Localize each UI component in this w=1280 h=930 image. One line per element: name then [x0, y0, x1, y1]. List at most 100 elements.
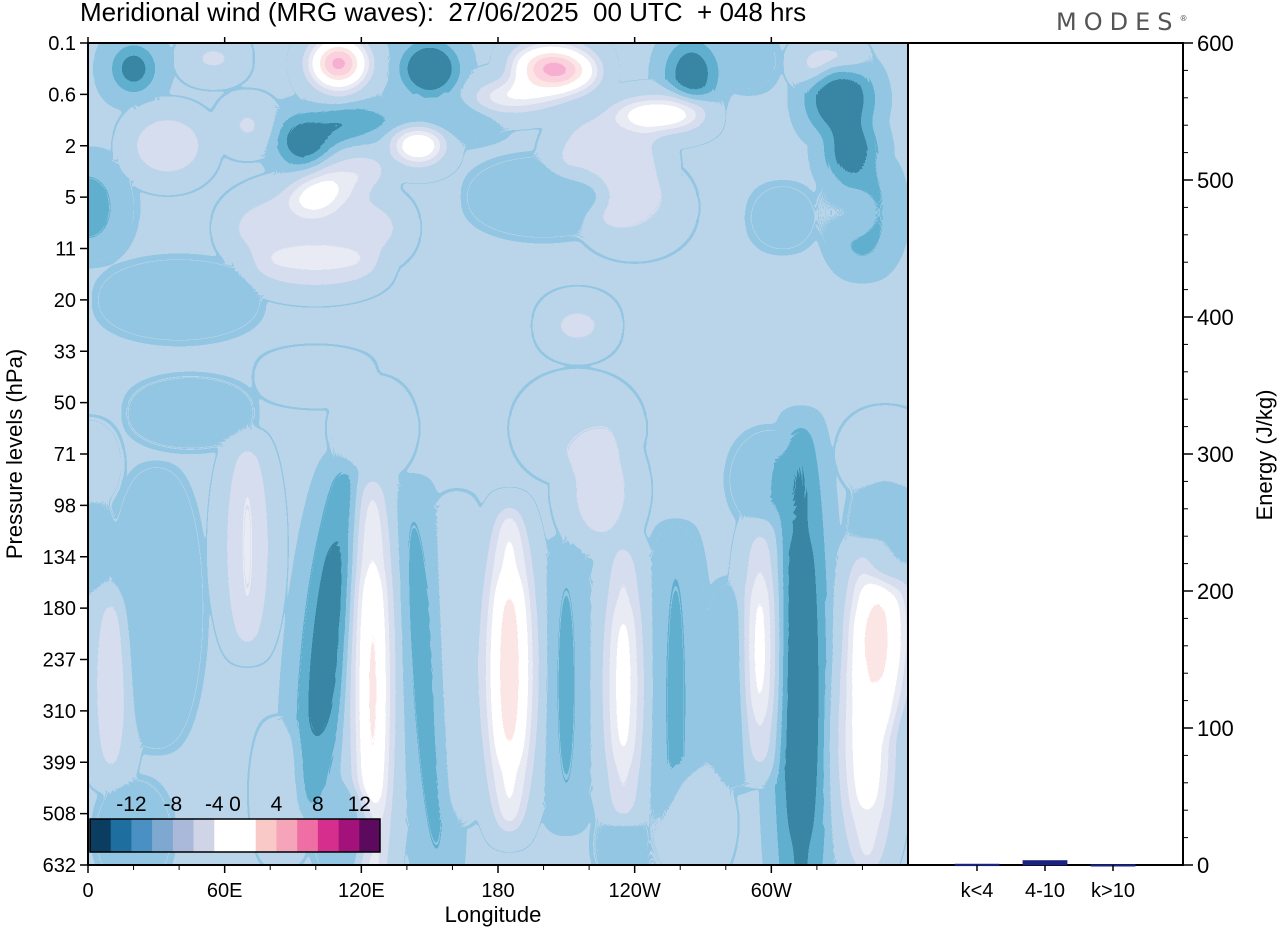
- field-blob-17: [361, 106, 498, 134]
- field-blob-32: [140, 392, 241, 434]
- field-blob-54: [124, 479, 189, 737]
- field-blob-21: [131, 115, 205, 177]
- field-core-12: [629, 106, 686, 124]
- colorbar-label-1: -8: [164, 793, 183, 816]
- energy-tick-label-1: 100: [1197, 716, 1234, 741]
- field-core-44: [495, 579, 524, 761]
- colorbar-label-0: -12: [116, 793, 146, 816]
- colorbar-swatch-11: [317, 819, 339, 852]
- field-blob-26: [479, 171, 608, 223]
- energy-tick-label-0: 0: [1197, 853, 1209, 878]
- field-core-5: [493, 85, 549, 104]
- field-core-46: [613, 606, 634, 765]
- colorbar-swatch-6: [214, 819, 236, 852]
- energy-category-0: k<4: [961, 880, 994, 902]
- field-blob-58: [664, 772, 719, 865]
- field-core-18: [403, 135, 434, 156]
- x-tick-label-1: 60E: [207, 880, 243, 902]
- field-core-40: [311, 543, 344, 735]
- field-blob-25: [251, 240, 380, 287]
- colorbar-swatch-12: [338, 819, 360, 852]
- colorbar-swatch-7: [235, 819, 257, 852]
- y-tick-label-8: 71: [54, 444, 76, 466]
- field-blob-1: [190, 45, 237, 72]
- field-core-49: [752, 581, 768, 717]
- energy-tick-label-4: 400: [1197, 305, 1234, 330]
- y-tick-label-7: 50: [54, 393, 76, 415]
- colorbar: -12 -8 -4 0 4 8 12: [89, 793, 381, 853]
- field-blob-28: [832, 191, 870, 234]
- y-axis-label: Pressure levels (hPa): [2, 349, 27, 559]
- field-blob-61: [862, 474, 908, 598]
- x-tick-label-4: 120W: [609, 880, 661, 902]
- y-tick-label-14: 399: [43, 752, 76, 774]
- field-core-2: [321, 48, 357, 79]
- field-blob-37: [744, 443, 799, 516]
- field-core-20: [298, 185, 334, 209]
- y-tick-label-6: 33: [54, 341, 76, 363]
- field-core-15: [289, 126, 320, 155]
- energy-category-2: k>10: [1091, 880, 1135, 902]
- field-core-3: [414, 54, 445, 83]
- colorbar-label-2: -4: [205, 793, 224, 816]
- field-core-51: [860, 577, 896, 691]
- colorbar-swatch-13: [359, 819, 381, 852]
- energy-panel: 0 100 200 300 400 500 600 Energy (J/kg) k<4 4-10 k…: [954, 31, 1277, 902]
- field-blob-42: [404, 490, 447, 865]
- y-tick-label-13: 310: [43, 701, 76, 723]
- field-blob-14: [589, 171, 681, 244]
- field-blob-39: [226, 443, 268, 650]
- y-tick-label-0: 0.1: [48, 33, 76, 55]
- field-core-52: [852, 668, 882, 816]
- field-blob-38: [853, 423, 908, 485]
- field-blob-55: [88, 505, 102, 588]
- field-core-16: [313, 115, 364, 135]
- colorbar-swatch-10: [297, 819, 319, 852]
- field-core-0: [122, 55, 145, 82]
- field-blob-7: [734, 45, 763, 77]
- y-tick-label-11: 180: [43, 598, 76, 620]
- energy-tick-label-5: 500: [1197, 168, 1234, 193]
- colorbar-swatch-9: [276, 819, 298, 852]
- field-blob-23: [88, 166, 120, 249]
- logo-mark: ®: [1179, 14, 1188, 23]
- field-core-10: [838, 133, 864, 168]
- energy-frame: [907, 42, 1184, 866]
- field-blob-30: [550, 305, 605, 347]
- energy-category-1: 4-10: [1025, 880, 1065, 902]
- heatmap-contours: [88, 43, 908, 865]
- heatmap-blobs: [88, 43, 908, 865]
- y-tick-label-5: 20: [54, 290, 76, 312]
- colorbar-label-3: 0: [229, 793, 241, 816]
- y-tick-label-3: 5: [65, 187, 76, 209]
- colorbar-swatch-8: [255, 819, 277, 852]
- field-blob-22: [229, 107, 266, 144]
- field-core-41: [362, 571, 383, 809]
- energy-tick-label-6: 600: [1197, 31, 1234, 56]
- modes-logo: MODES®: [1056, 8, 1187, 36]
- field-core-6: [679, 56, 705, 91]
- colorbar-label-6: 12: [348, 793, 371, 816]
- x-tick-label-0: 0: [82, 880, 93, 902]
- field-core-9: [822, 79, 858, 120]
- heatmap-field: [88, 43, 908, 865]
- field-core-50: [788, 543, 814, 838]
- field-blob-31: [270, 364, 362, 390]
- y-tick-label-9: 98: [54, 495, 76, 517]
- field-blob-60: [609, 813, 637, 865]
- colorbar-label-4: 4: [271, 793, 283, 816]
- field-blob-35: [568, 438, 633, 542]
- colorbar-swatch-3: [152, 819, 174, 852]
- field-blob-29: [110, 274, 248, 326]
- y-tick-label-15: 508: [43, 804, 76, 826]
- x-tick-label-5: 60W: [751, 880, 792, 902]
- y-tick-label-1: 0.6: [48, 84, 76, 106]
- y-tick-label-2: 2: [65, 136, 76, 158]
- chart-title: Meridional wind (MRG waves): 27/06/2025 …: [80, 0, 807, 27]
- y-tick-label-16: 632: [43, 855, 76, 877]
- y-tick-label-4: 11: [55, 239, 76, 261]
- field-blob-27: [764, 199, 801, 236]
- colorbar-frame: [89, 818, 381, 853]
- x-tick-label-3: 180: [481, 880, 514, 902]
- energy-axis-label: Energy (J/kg): [1252, 390, 1277, 521]
